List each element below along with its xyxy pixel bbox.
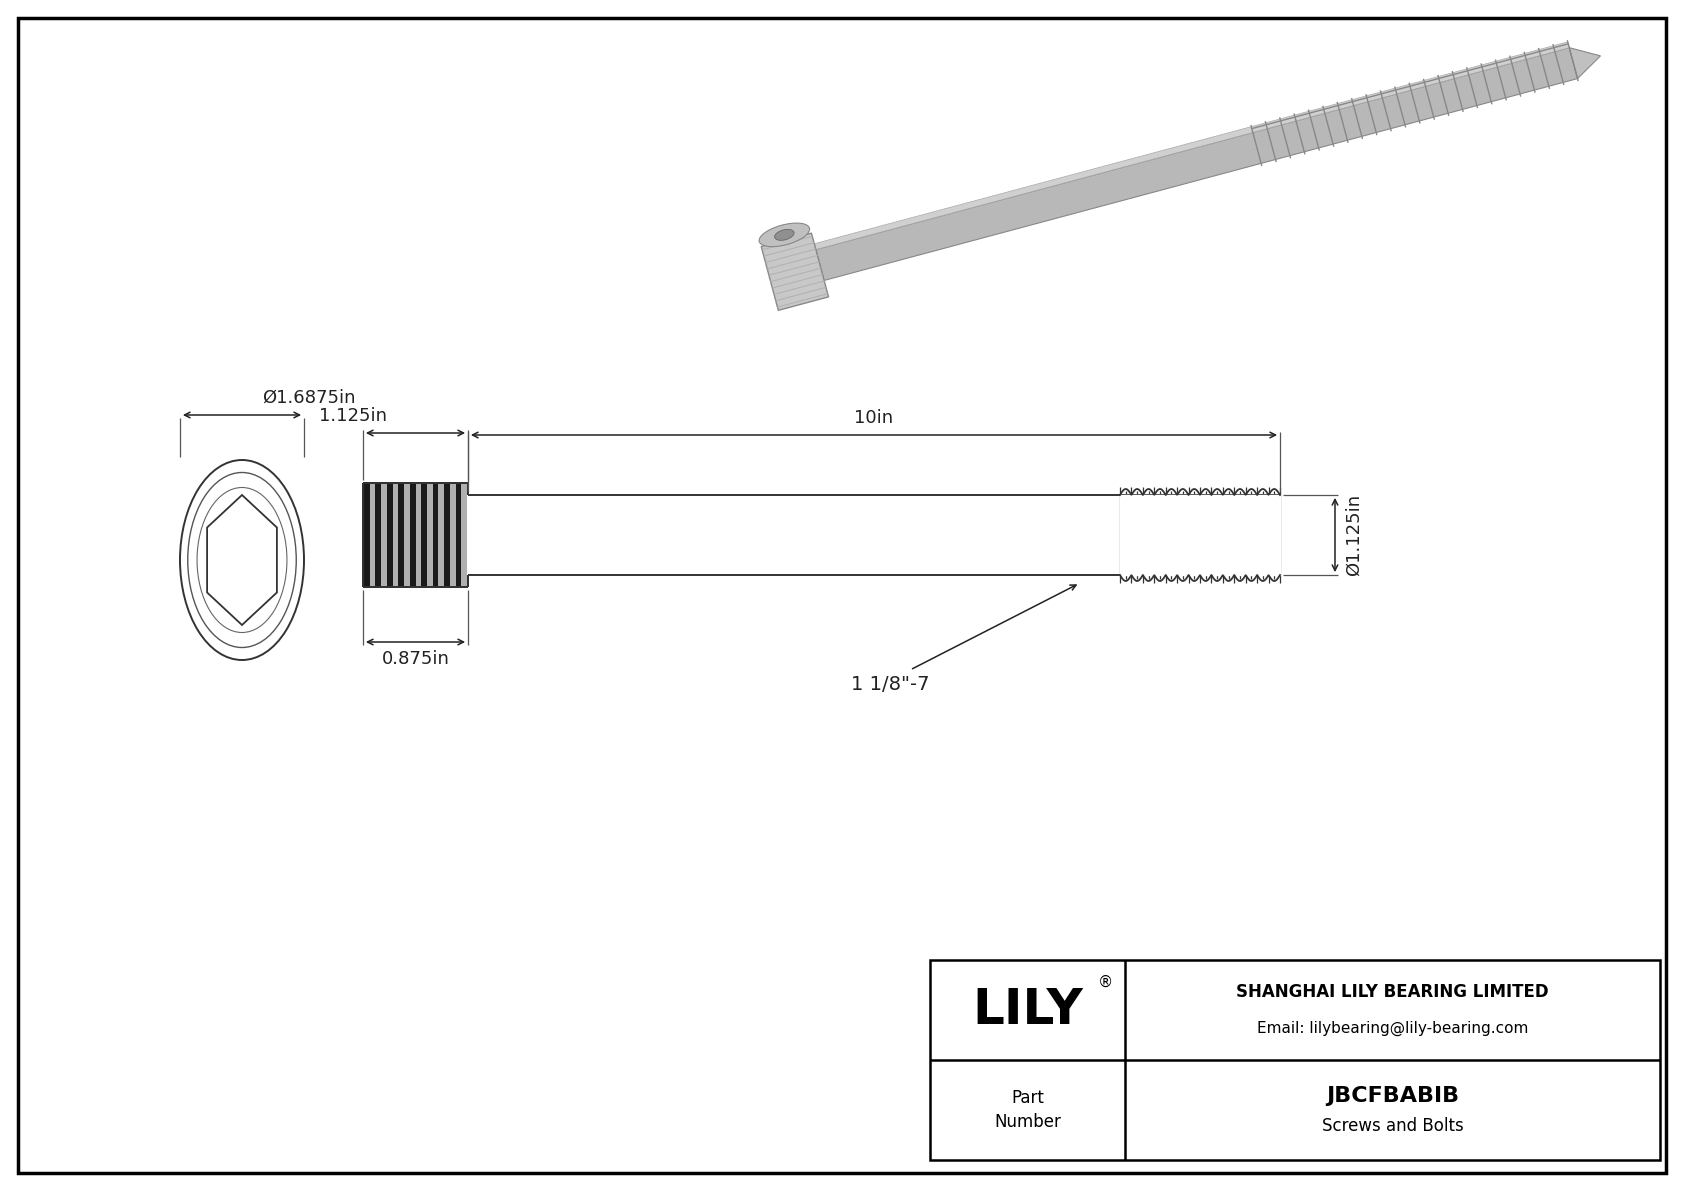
Bar	[376, 484, 381, 586]
Text: LILY: LILY	[972, 986, 1083, 1034]
Text: 0.875in: 0.875in	[382, 650, 450, 668]
Bar	[392, 484, 399, 586]
Text: 1 1/8"-7: 1 1/8"-7	[850, 675, 930, 694]
Text: Number: Number	[994, 1114, 1061, 1131]
Text: Part: Part	[1010, 1089, 1044, 1106]
Text: 1.125in: 1.125in	[318, 407, 387, 425]
Polygon shape	[207, 495, 276, 625]
Bar	[421, 484, 428, 586]
Bar	[438, 484, 445, 586]
Bar	[445, 484, 450, 586]
Polygon shape	[815, 48, 1578, 280]
Bar	[381, 484, 387, 586]
Ellipse shape	[759, 223, 810, 247]
Bar	[930, 960, 1660, 1160]
Ellipse shape	[775, 230, 795, 241]
Text: Ø1.6875in: Ø1.6875in	[263, 389, 355, 407]
Bar	[461, 484, 466, 586]
Bar	[370, 484, 376, 586]
Bar	[450, 484, 456, 586]
Bar	[433, 484, 438, 586]
Polygon shape	[761, 233, 829, 311]
Bar	[399, 484, 404, 586]
Text: JBCFBABIB: JBCFBABIB	[1325, 1086, 1458, 1106]
Bar	[387, 484, 392, 586]
Bar	[416, 484, 421, 586]
Bar	[404, 484, 409, 586]
Text: Ø1.125in: Ø1.125in	[1346, 494, 1362, 576]
Text: ®: ®	[1098, 974, 1113, 990]
Text: Screws and Bolts: Screws and Bolts	[1322, 1117, 1463, 1135]
Text: SHANGHAI LILY BEARING LIMITED: SHANGHAI LILY BEARING LIMITED	[1236, 983, 1549, 1000]
Polygon shape	[1569, 48, 1600, 79]
Ellipse shape	[180, 460, 305, 660]
Text: Email: lilybearing@lily-bearing.com: Email: lilybearing@lily-bearing.com	[1256, 1021, 1527, 1036]
Text: 10in: 10in	[854, 409, 894, 428]
Bar	[409, 484, 416, 586]
Bar	[930, 960, 1660, 1160]
Bar	[456, 484, 461, 586]
Polygon shape	[815, 42, 1569, 250]
Bar	[428, 484, 433, 586]
Bar	[364, 484, 370, 586]
